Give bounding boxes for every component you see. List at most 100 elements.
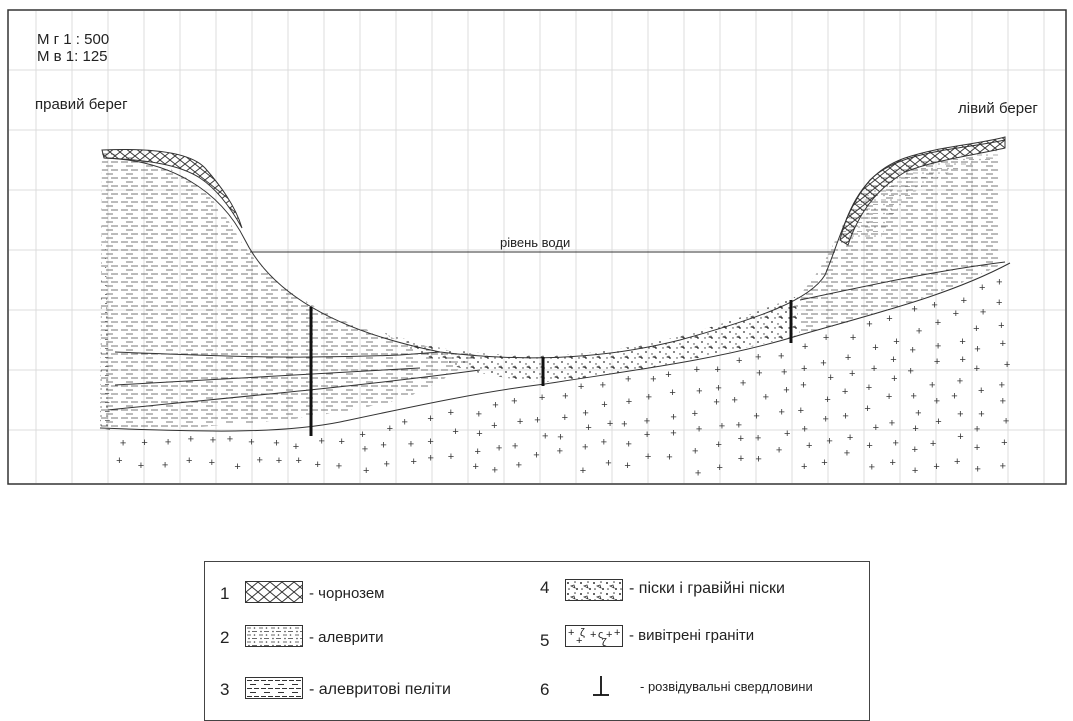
granite-mark: + [533, 450, 539, 462]
granite-mark: + [953, 308, 959, 320]
granite-mark: + [873, 422, 879, 434]
granite-mark: + [961, 295, 967, 307]
granite-mark: + [871, 363, 877, 375]
granite-mark: + [557, 432, 563, 444]
granite-mark: + [257, 455, 263, 467]
granite-mark: + [1000, 396, 1006, 408]
granite-mark: + [448, 407, 454, 419]
granite-mark: + [248, 437, 254, 449]
river-bed-profile [103, 139, 1006, 359]
granite-mark: + [763, 392, 769, 404]
granite-mark: + [974, 424, 980, 436]
granite-mark: + [512, 440, 518, 452]
granite-mark: + [644, 415, 650, 427]
granite-mark: + [1003, 416, 1009, 428]
granite-mark: + [138, 460, 144, 472]
granite-mark: + [778, 407, 784, 419]
granite-mark: + [954, 456, 960, 468]
granite-mark: + [670, 411, 676, 423]
granite-mark: + [849, 368, 855, 380]
granite-mark: + [669, 387, 675, 399]
granite-mark: + [227, 433, 233, 445]
chernozem-right-bank [101, 149, 243, 229]
granite-mark: + [973, 323, 979, 335]
granite-mark: + [492, 464, 498, 476]
granite-mark: + [850, 332, 856, 344]
granite-mark: + [600, 380, 606, 392]
granite-mark: + [234, 461, 240, 473]
granite-mark: + [959, 354, 965, 366]
granite-mark: + [951, 391, 957, 403]
granite-mark: + [912, 423, 918, 435]
granite-mark: + [755, 352, 761, 364]
legend-silty-pelite: - алевритові пеліти [309, 681, 451, 698]
granite-mark: + [998, 320, 1004, 332]
granite-mark: + [315, 459, 321, 471]
granite-mark: + [428, 453, 434, 465]
granite-mark: + [886, 391, 892, 403]
granite-mark: + [694, 364, 700, 376]
granite-mark: + [116, 455, 122, 467]
granite-mark: + [957, 431, 963, 443]
granite-mark: + [717, 462, 723, 474]
granite-mark: + [719, 420, 725, 432]
granite-mark: + [776, 445, 782, 457]
granite-mark: + [866, 318, 872, 330]
granite-mark: + [978, 385, 984, 397]
granite-mark: + [411, 456, 417, 468]
granite-mark: + [427, 413, 433, 425]
granite-mark: + [738, 453, 744, 465]
granite-mark: + [738, 433, 744, 445]
granite-mark: + [866, 440, 872, 452]
granite-mark: + [276, 455, 282, 467]
granite-mark: + [339, 436, 345, 448]
granite-mark: + [931, 300, 937, 312]
pelite-layer-right-bank [100, 152, 480, 429]
granite-mark: + [452, 426, 458, 438]
granite-mark: + [692, 408, 698, 420]
granite-mark: + [696, 423, 702, 435]
granite-mark: + [957, 375, 963, 387]
granite-mark: + [714, 364, 720, 376]
granite-mark: + [626, 438, 632, 450]
granite-mark: + [626, 396, 632, 408]
silt-swatch [245, 625, 303, 647]
granite-mark: + [978, 408, 984, 420]
granite-mark: + [186, 455, 192, 467]
legend-chernozem: - чорнозем [309, 585, 385, 602]
granite-mark: + [736, 420, 742, 432]
granite-mark: + [886, 313, 892, 325]
granite-mark: + [732, 395, 738, 407]
granite-mark: + [516, 459, 522, 471]
granite-mark: + [890, 354, 896, 366]
granite-mark: + [511, 395, 517, 407]
granite-mark: + [935, 317, 941, 329]
granite-mark: + [935, 416, 941, 428]
granite-mark: + [624, 460, 630, 472]
silt-layer-right-bank [100, 150, 110, 430]
silty-pelite-swatch [245, 677, 303, 699]
granite-mark: + [974, 442, 980, 454]
weathered-granite-marks: + + + + + + + + + + + + + + + + + + + + + + + + + + + + + + + + + + + + + + + +… [116, 276, 1010, 479]
granite-mark: + [605, 457, 611, 469]
svg-text:ζ: ζ [580, 627, 585, 639]
granite-mark: + [974, 464, 980, 476]
svg-text:+: + [606, 629, 612, 641]
granite-mark: + [999, 380, 1005, 392]
granite-mark: + [828, 372, 834, 384]
granite-mark: + [713, 396, 719, 408]
granite-mark: + [336, 460, 342, 472]
granite-mark: + [755, 433, 761, 445]
granite-mark: + [864, 403, 870, 415]
weathered-granite-swatch: + + ζ + ς + ζ + [565, 625, 623, 647]
granite-mark: + [912, 465, 918, 477]
granite-mark: + [909, 345, 915, 357]
granite-mark: + [273, 437, 279, 449]
granite-mark: + [959, 336, 965, 348]
granite-mark: + [824, 394, 830, 406]
granite-mark: + [974, 344, 980, 356]
legend-number: 1 [220, 584, 230, 603]
granite-mark: + [362, 444, 368, 456]
granite-mark: + [650, 373, 656, 385]
granite-mark: + [889, 457, 895, 469]
